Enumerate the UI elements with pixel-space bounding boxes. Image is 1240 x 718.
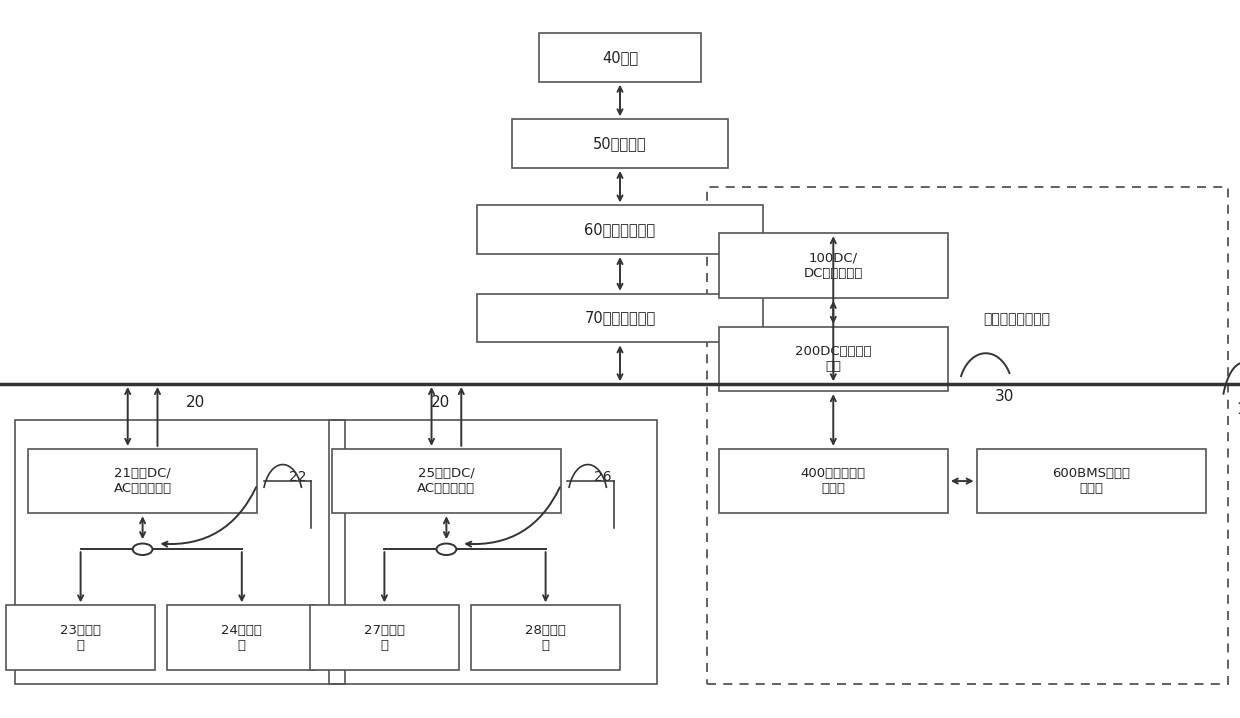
Text: 24升降电
机: 24升降电 机 <box>222 624 262 651</box>
Text: 40电网: 40电网 <box>601 50 639 65</box>
Text: 20: 20 <box>430 395 450 409</box>
Bar <box>719 327 949 391</box>
FancyArrowPatch shape <box>162 488 257 546</box>
Bar <box>719 449 949 513</box>
Text: 60集中滤波单元: 60集中滤波单元 <box>584 223 656 237</box>
Bar <box>310 605 459 670</box>
Text: 23大车电
机: 23大车电 机 <box>60 624 102 651</box>
Bar <box>511 119 728 168</box>
Text: 25第二DC/
AC双向变换器: 25第二DC/ AC双向变换器 <box>418 467 475 495</box>
Text: 26: 26 <box>594 470 611 485</box>
Bar <box>477 205 763 254</box>
Bar <box>331 449 560 513</box>
Circle shape <box>133 544 153 555</box>
Text: 混合能量储能装置: 混合能量储能装置 <box>983 312 1050 327</box>
Bar <box>167 605 316 670</box>
Bar <box>719 233 949 298</box>
Bar <box>471 605 620 670</box>
Text: 600BMS系统控
制单元: 600BMS系统控 制单元 <box>1053 467 1130 495</box>
Text: 21第一DC/
AC双向变换器: 21第一DC/ AC双向变换器 <box>114 467 171 495</box>
Text: 400混合能量储
能单元: 400混合能量储 能单元 <box>801 467 866 495</box>
FancyArrowPatch shape <box>466 488 560 546</box>
Text: 10: 10 <box>1236 402 1240 416</box>
Text: 100DC/
DC双向变换器: 100DC/ DC双向变换器 <box>804 252 863 279</box>
Bar <box>707 187 1228 684</box>
Text: 30: 30 <box>994 389 1014 404</box>
Bar <box>329 420 657 684</box>
Bar <box>6 605 155 670</box>
Circle shape <box>436 544 456 555</box>
Bar <box>15 420 345 684</box>
Bar <box>29 449 258 513</box>
Text: 200DC保护分断
单元: 200DC保护分断 单元 <box>795 345 872 373</box>
Text: 22: 22 <box>289 470 306 485</box>
Text: 20: 20 <box>186 395 206 409</box>
Bar <box>539 33 701 82</box>
Bar <box>477 294 763 342</box>
Text: 28俯仰电
机: 28俯仰电 机 <box>526 624 565 651</box>
Text: 50变压器组: 50变压器组 <box>593 136 647 151</box>
Text: 27小车电
机: 27小车电 机 <box>363 624 405 651</box>
Text: 70集中整流单元: 70集中整流单元 <box>584 311 656 325</box>
Bar <box>977 449 1205 513</box>
